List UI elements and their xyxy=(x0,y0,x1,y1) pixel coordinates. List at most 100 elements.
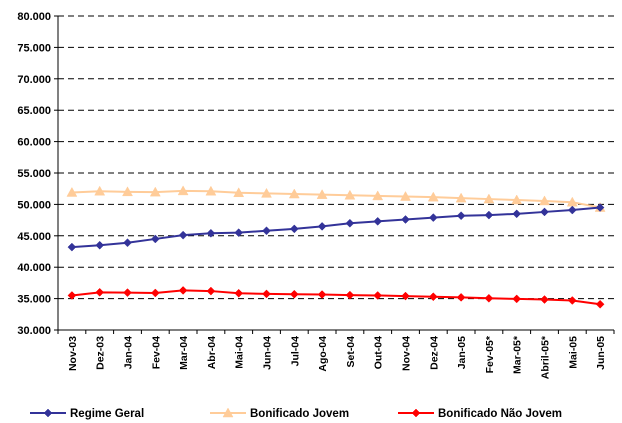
data-point xyxy=(344,189,356,200)
data-point xyxy=(262,289,271,299)
data-point xyxy=(150,288,160,298)
data-point xyxy=(205,185,217,196)
data-point xyxy=(595,203,605,212)
y-tick-label: 75.000 xyxy=(17,42,51,54)
data-point xyxy=(456,292,466,302)
data-point xyxy=(66,186,78,197)
x-tick-label: Dez-03 xyxy=(95,336,107,370)
data-point xyxy=(150,234,160,244)
x-tick-label: Dez-04 xyxy=(428,336,440,370)
x-tick-label: Nov-04 xyxy=(401,336,413,371)
series-line xyxy=(71,189,601,209)
y-tick-label: 35.000 xyxy=(17,294,51,306)
y-tick-label: 60.000 xyxy=(17,137,51,149)
data-point xyxy=(317,222,327,231)
legend: Regime Geral Bonificado Jovem Bonificado N… xyxy=(30,407,562,420)
x-tick-label: Jan-05 xyxy=(456,336,468,369)
data-point xyxy=(411,408,421,418)
y-axis-ticks: 30.000 35.000 40.000 45.000 50.000 55.000 60.0… xyxy=(17,11,58,337)
y-tick-label: 80.000 xyxy=(17,11,51,23)
data-point xyxy=(540,207,549,217)
data-point xyxy=(122,186,133,197)
data-point xyxy=(206,228,216,238)
data-point xyxy=(206,286,216,296)
legend-label: Bonificado Não Jovem xyxy=(438,408,562,420)
data-point xyxy=(512,209,522,219)
data-point xyxy=(427,191,439,202)
series-layer xyxy=(66,185,606,309)
x-tick-label: Jun-05 xyxy=(595,336,607,370)
data-point xyxy=(222,407,234,418)
data-point xyxy=(67,242,77,252)
series-regime-geral xyxy=(67,203,605,252)
legend-item: Bonificado Não Jovem xyxy=(398,408,562,420)
x-tick-label: Jan-04 xyxy=(123,336,135,369)
data-point xyxy=(595,299,605,309)
series-bonificado-n-o-jovem xyxy=(67,286,605,309)
data-point xyxy=(456,211,466,221)
x-tick-label: Mar-05* xyxy=(512,335,524,374)
data-point xyxy=(401,291,410,301)
x-tick-label: Ago-04 xyxy=(317,336,329,372)
data-point xyxy=(178,286,188,295)
gridlines xyxy=(58,15,614,300)
y-tick-label: 55.000 xyxy=(17,168,51,180)
x-tick-label: Mar-04 xyxy=(178,336,190,370)
data-point xyxy=(262,226,271,236)
x-axis-ticks: Nov-03 Dez-03 Jan-04 Fev-04 Mar-04 Abr-04 Mai-… xyxy=(57,330,615,379)
x-tick-label: Nov-03 xyxy=(67,336,79,371)
data-point xyxy=(511,194,523,205)
data-point xyxy=(43,408,53,418)
data-point xyxy=(316,189,328,199)
data-point xyxy=(455,192,467,203)
x-tick-label: Mai-05 xyxy=(567,336,579,369)
legend-item: Regime Geral xyxy=(30,408,144,420)
x-tick-label: Jul-04 xyxy=(289,336,301,367)
data-point xyxy=(94,185,106,196)
legend-label: Bonificado Jovem xyxy=(250,408,349,420)
data-point xyxy=(261,187,272,198)
data-point xyxy=(317,290,327,299)
legend-item: Bonificado Jovem xyxy=(210,407,349,420)
x-tick-label: Out-04 xyxy=(373,336,385,369)
data-point xyxy=(540,295,549,304)
x-tick-label: Fev-05* xyxy=(484,335,496,373)
x-tick-label: Abril-05* xyxy=(540,335,552,379)
data-point xyxy=(288,188,300,199)
data-point xyxy=(539,195,550,206)
data-point xyxy=(289,289,299,299)
data-point xyxy=(373,291,383,300)
x-tick-label: Jun-04 xyxy=(262,336,274,370)
data-point xyxy=(484,210,494,220)
data-point xyxy=(289,224,299,234)
y-tick-label: 65.000 xyxy=(17,105,51,117)
data-point xyxy=(177,185,189,196)
y-tick-label: 70.000 xyxy=(17,74,51,86)
x-tick-label: Mai-04 xyxy=(234,336,246,369)
data-point xyxy=(234,288,244,298)
y-tick-label: 45.000 xyxy=(17,231,51,243)
data-point xyxy=(401,215,410,224)
data-point xyxy=(123,238,132,248)
data-point xyxy=(512,294,522,304)
series-line xyxy=(71,206,601,249)
data-point xyxy=(428,213,438,222)
data-point xyxy=(178,230,188,240)
y-tick-label: 50.000 xyxy=(17,199,51,211)
y-tick-label: 40.000 xyxy=(17,262,51,274)
y-tick-label: 30.000 xyxy=(17,325,51,337)
data-point xyxy=(373,217,383,226)
data-point xyxy=(233,187,245,198)
x-tick-label: Abr-04 xyxy=(206,336,218,369)
x-tick-label: Set-04 xyxy=(345,336,357,368)
data-point xyxy=(345,218,355,228)
data-point xyxy=(428,292,438,302)
data-point xyxy=(95,240,105,250)
data-point xyxy=(400,191,411,201)
series-line xyxy=(71,289,601,306)
data-point xyxy=(484,293,494,303)
data-point xyxy=(567,205,577,215)
data-point xyxy=(345,290,355,300)
legend-label: Regime Geral xyxy=(70,408,144,420)
